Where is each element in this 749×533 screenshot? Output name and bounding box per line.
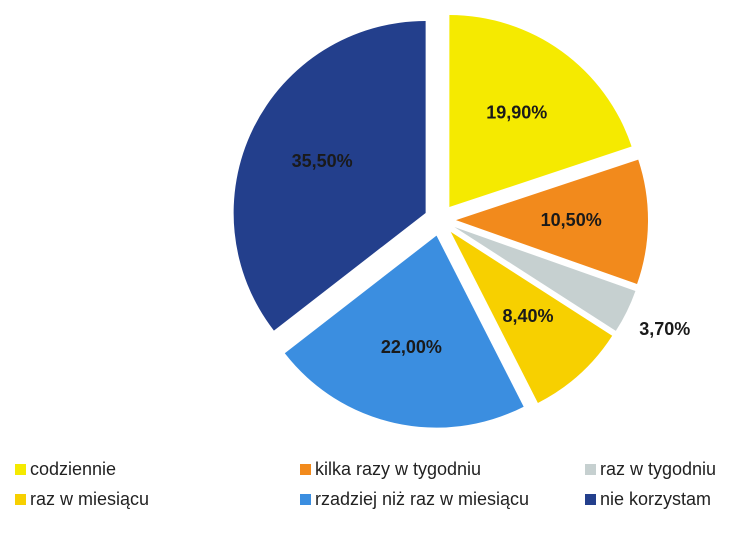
data-label: 8,40% — [502, 306, 553, 326]
legend-label: raz w miesiącu — [30, 489, 149, 509]
legend-label: kilka razy w tygodniu — [315, 459, 481, 479]
pie-slice — [233, 20, 426, 331]
legend-swatch — [15, 464, 26, 475]
legend-label: rzadziej niż raz w miesiącu — [315, 489, 529, 509]
data-label: 19,90% — [486, 102, 547, 122]
data-label: 22,00% — [381, 337, 442, 357]
legend-label: raz w tygodniu — [600, 459, 716, 479]
data-label: 3,70% — [639, 319, 690, 339]
legend-swatch — [15, 494, 26, 505]
pie-slice — [450, 231, 613, 403]
legend-swatch — [300, 464, 311, 475]
legend-swatch — [585, 464, 596, 475]
pie-slice — [284, 235, 524, 428]
legend-swatch — [300, 494, 311, 505]
data-label: 10,50% — [541, 210, 602, 230]
data-label: 35,50% — [292, 151, 353, 171]
legend-swatch — [585, 494, 596, 505]
pie-slice — [454, 227, 636, 331]
pie-slice — [449, 15, 632, 208]
legend-label: codziennie — [30, 459, 116, 479]
legend-label: nie korzystam — [600, 489, 711, 509]
pie-slice — [455, 159, 648, 285]
